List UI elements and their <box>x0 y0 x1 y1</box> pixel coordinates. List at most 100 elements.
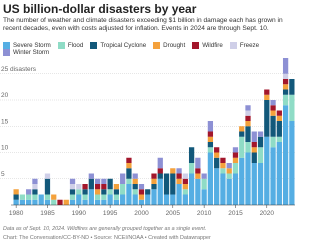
bar-segment <box>232 147 239 153</box>
x-tick-label: 1990 <box>72 210 87 217</box>
bar-segment <box>170 173 176 195</box>
bar-segment <box>76 184 82 190</box>
legend-swatch <box>57 42 65 49</box>
credits: Chart: The Conversation/CC-BY-ND • Sourc… <box>3 235 211 241</box>
legend-swatch <box>3 42 10 49</box>
legend-item: Wildfire <box>192 42 223 49</box>
bar-segment <box>270 136 276 148</box>
bar-segment <box>176 184 182 205</box>
bar-segment <box>239 157 245 205</box>
bar-segment <box>145 189 151 195</box>
bar-segment <box>289 121 295 205</box>
bar-segment <box>232 152 239 158</box>
legend-item: Winter Storm <box>3 49 49 56</box>
bar-segment <box>107 194 113 205</box>
bar-segment <box>270 100 276 106</box>
bar-segment <box>245 121 251 127</box>
bar-segment <box>289 79 295 95</box>
bar-segment <box>289 94 295 121</box>
bar-segment <box>245 152 251 205</box>
bar-segment <box>195 173 201 179</box>
bar-segment <box>214 168 220 205</box>
bar-segment <box>44 178 51 195</box>
legend-item: Freeze <box>229 42 260 49</box>
bar-segment <box>226 178 232 205</box>
bar-segment <box>94 199 101 205</box>
x-tick-label: 1980 <box>9 210 24 217</box>
legend-item: Tropical Cyclone <box>90 42 146 49</box>
legend-label: Severe Storm <box>13 42 51 49</box>
bar-segment <box>264 94 270 100</box>
bar-segment <box>126 163 132 169</box>
legend-label: Drought <box>163 42 186 49</box>
legend-item: Flood <box>57 42 83 49</box>
bar-segment <box>126 178 132 184</box>
bar-segment <box>94 178 101 184</box>
y-tick-label: 25 disasters <box>1 66 37 73</box>
bar-segment <box>69 178 76 184</box>
bar-segment <box>151 184 157 190</box>
bar-segment <box>257 131 264 137</box>
y-tick-label: 20 <box>1 92 9 99</box>
chart-subtitle: The number of weather and climate disast… <box>3 17 283 33</box>
y-tick-label: 15 <box>1 118 9 125</box>
bar-segment <box>157 178 163 205</box>
bar-segment <box>276 121 282 137</box>
bar-segment <box>207 131 214 137</box>
y-tick-label: 5 <box>1 171 5 178</box>
bar-segment <box>107 189 113 195</box>
bar-segment <box>207 121 214 132</box>
bar-segment <box>207 152 214 205</box>
bar-segment <box>57 199 63 205</box>
bar-segment <box>82 184 88 190</box>
bar-segment <box>101 194 107 200</box>
bar-segment <box>188 173 195 205</box>
bar-segment <box>76 194 82 205</box>
bar-segment <box>126 168 132 179</box>
bar-segment <box>182 173 188 179</box>
bar-segment <box>245 105 251 111</box>
bar-segment <box>101 199 107 205</box>
bar-segment <box>214 152 220 158</box>
bar-segment <box>32 199 38 205</box>
bar-segment <box>101 189 107 195</box>
bar-segment <box>201 178 207 190</box>
bar-segment <box>182 194 188 205</box>
legend-swatch <box>153 42 161 49</box>
legend-label: Freeze <box>239 42 260 49</box>
bar-segment <box>26 199 32 205</box>
bar-segment <box>163 173 170 195</box>
bar-segment <box>245 126 251 142</box>
bar-segment <box>113 184 120 190</box>
bar-segment <box>188 163 195 174</box>
x-tick-label: 2010 <box>197 210 212 217</box>
bar-segment <box>264 100 270 137</box>
bar-segment <box>51 194 57 200</box>
bar-segment <box>138 194 145 200</box>
legend-label: Wildfire <box>202 42 223 49</box>
bar-segment <box>245 115 251 121</box>
bar-segment <box>226 163 232 169</box>
bar-segment <box>13 199 19 205</box>
bar-segment <box>157 173 163 179</box>
bar-segment <box>32 184 38 190</box>
bar-segment <box>220 173 226 205</box>
bar-segment <box>276 115 282 121</box>
bar-segment <box>32 189 38 195</box>
bar-segment <box>251 147 257 153</box>
bar-segment <box>257 163 264 205</box>
bar-segment <box>195 178 201 205</box>
bar-segment <box>157 157 163 169</box>
x-tick-label: 2000 <box>134 210 149 217</box>
bar-segment <box>276 142 282 205</box>
legend-swatch <box>229 42 237 49</box>
bar-segment <box>132 178 138 184</box>
bar-segment <box>182 189 188 195</box>
bar-segment <box>69 199 76 205</box>
bar-segment <box>69 189 76 195</box>
bar-segment <box>44 173 51 179</box>
x-tick-label: 2015 <box>228 210 243 217</box>
bar-segment <box>220 163 226 169</box>
bar-segment <box>82 189 88 195</box>
bar-segment <box>195 168 201 174</box>
